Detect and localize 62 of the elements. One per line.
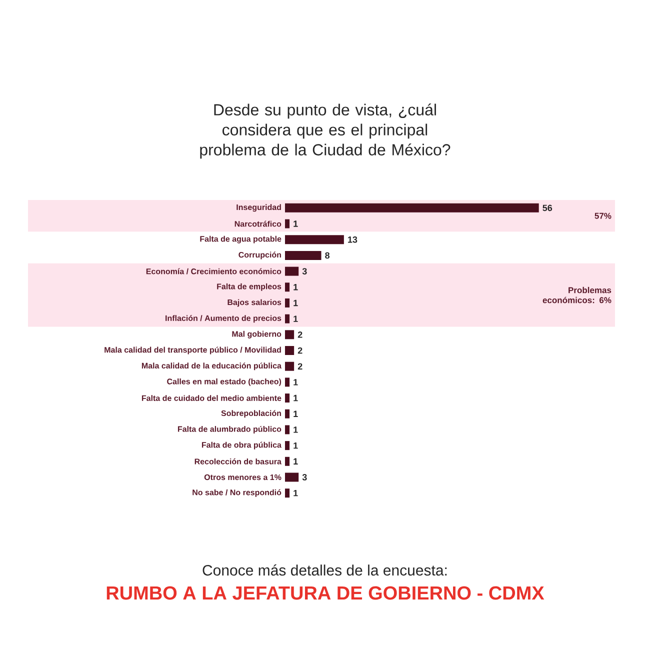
data-label: 1 — [294, 394, 298, 402]
data-label: 1 — [294, 442, 298, 449]
y-tick-label: Mala calidad del transporte público / Movilidad — [104, 346, 281, 354]
data-label: 1 — [294, 316, 298, 322]
bar — [285, 203, 539, 212]
y-tick-label: Corrupción — [238, 252, 281, 260]
text: Conoce más detalles de la encuesta: — [202, 564, 447, 576]
y-tick-label: Narcotráfico — [234, 220, 282, 227]
y-tick-label: Sobrepoblación — [221, 410, 281, 418]
bar — [285, 282, 290, 292]
data-label: 1 — [294, 426, 298, 433]
data-label: 3 — [302, 474, 307, 480]
bar — [285, 425, 290, 434]
band-label: 57% — [594, 212, 612, 219]
y-tick-label: Inflación / Aumento de precios — [166, 315, 282, 323]
y-tick-label: Otros menores a 1% — [204, 474, 282, 480]
bar — [285, 394, 290, 403]
bar — [285, 346, 294, 355]
y-tick-label: Bajos salarios — [228, 299, 282, 307]
bar — [285, 235, 344, 244]
data-label: 2 — [298, 347, 302, 354]
data-label: 1 — [294, 458, 298, 464]
bar — [285, 472, 299, 482]
y-tick-label: Falta de empleos — [217, 283, 282, 291]
bar — [285, 441, 290, 450]
data-label: 2 — [298, 332, 302, 338]
y-tick-label: Recolección de basura — [194, 458, 282, 464]
chart-title: Desde su punto de vista, ¿cuál considera que es el principal problema de la Ciudad de México? — [200, 104, 450, 159]
y-tick-label: Falta de alumbrado público — [178, 426, 282, 434]
bar — [285, 266, 299, 276]
bar — [285, 298, 290, 308]
y-tick-label: Mal gobierno — [232, 330, 282, 338]
y-tick-label: Calles en mal estado (bacheo) — [167, 378, 282, 386]
bar — [285, 314, 290, 324]
data-label: 1 — [294, 300, 298, 306]
text: RUMBO A LA JEFATURA DE GOBIERNO - CDMX — [106, 586, 544, 600]
y-tick-label: Falta de cuidado del medio ambiente — [142, 395, 282, 401]
data-label: 2 — [298, 363, 302, 370]
bar — [285, 409, 290, 418]
data-label: 1 — [294, 410, 298, 417]
bar — [285, 330, 294, 340]
y-tick-label: Falta de agua potable — [200, 236, 282, 244]
y-tick-label: Economía / Crecimiento económico — [146, 268, 282, 274]
y-tick-label: Falta de obra pública — [202, 442, 282, 450]
data-label: 1 — [294, 490, 298, 496]
data-label: 56 — [542, 204, 552, 212]
bar — [285, 456, 290, 466]
y-tick-label: Mala calidad de la educación pública — [142, 362, 282, 370]
data-label: 1 — [294, 284, 298, 290]
bar — [285, 378, 290, 387]
band-label: Problemas económicos: 6% — [542, 286, 612, 304]
y-tick-label: Inseguridad — [236, 204, 281, 212]
data-label: 13 — [348, 236, 358, 243]
y-tick-label: No sabe / No respondió — [192, 489, 282, 497]
data-label: 3 — [302, 268, 307, 274]
bar — [285, 250, 322, 260]
bar — [285, 219, 290, 228]
data-label: 8 — [325, 252, 330, 259]
bar — [285, 362, 294, 371]
data-label: 1 — [294, 220, 298, 227]
data-label: 1 — [294, 379, 298, 386]
bar — [285, 488, 290, 498]
